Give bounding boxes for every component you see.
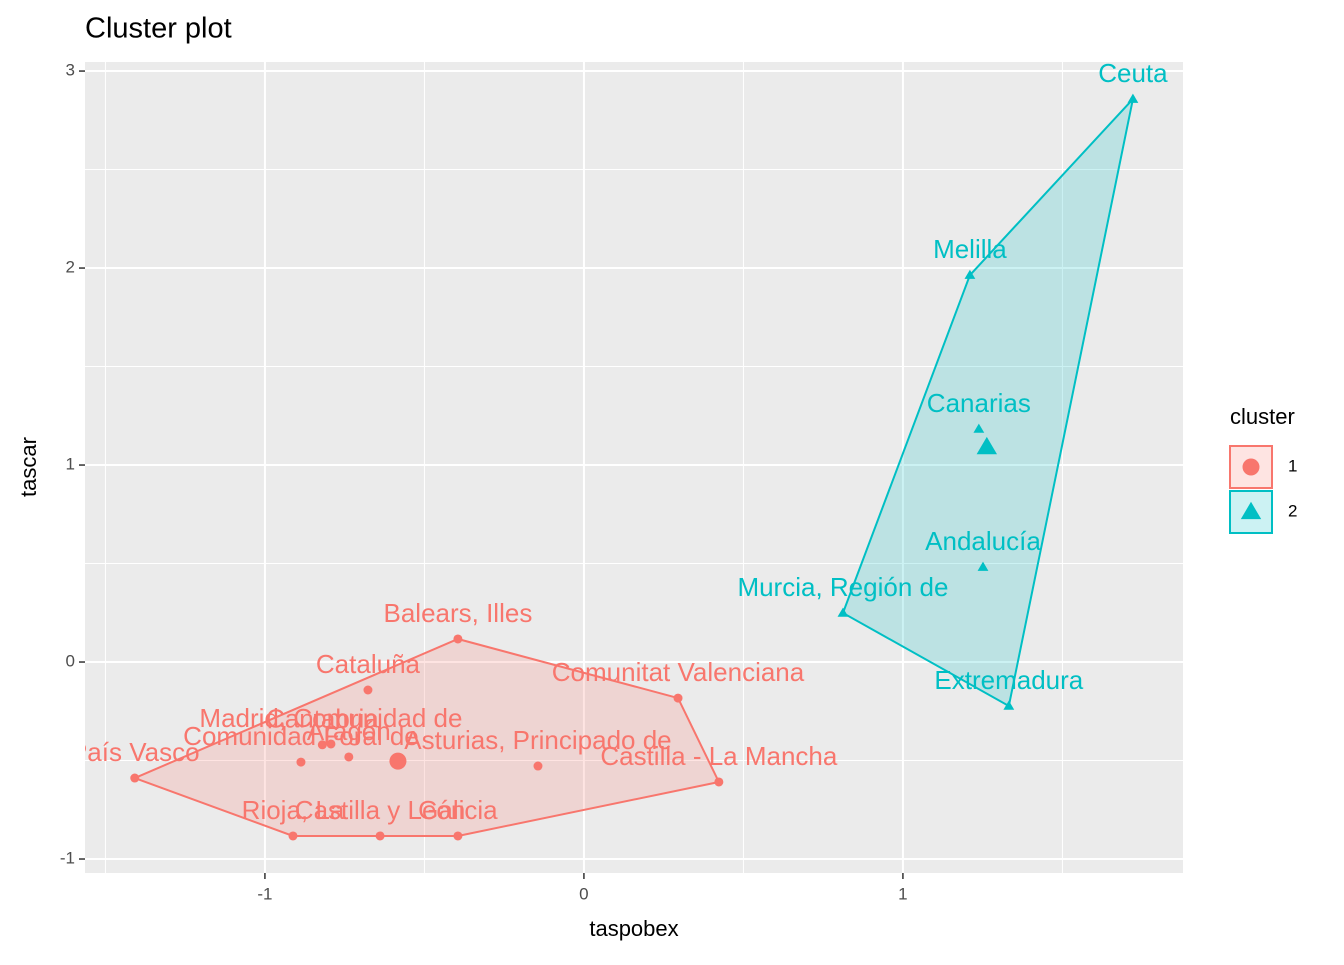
legend-label: 2 (1288, 501, 1297, 520)
point (973, 423, 985, 433)
x-axis-title: taspobex (589, 916, 678, 941)
point (453, 831, 463, 841)
y-tick-label: 1 (66, 455, 75, 474)
legend-marker (1242, 458, 1260, 476)
legend: 12 (1229, 445, 1297, 534)
point-label: Melilla (933, 234, 1007, 264)
legend-marker (1240, 501, 1262, 520)
point (130, 773, 140, 783)
point (533, 761, 543, 771)
point (977, 561, 989, 571)
x-tick-label: 1 (898, 884, 907, 903)
point-label: Cataluña (316, 649, 421, 679)
point (673, 693, 683, 703)
cluster-center (389, 752, 407, 770)
y-tick-label: -1 (60, 848, 75, 867)
legend-title: cluster (1230, 404, 1295, 429)
y-axis-title: tascar (16, 437, 41, 497)
point (453, 634, 463, 644)
panel (85, 62, 1183, 873)
point (363, 685, 373, 695)
point-label: Ceuta (1098, 58, 1168, 88)
cluster-center (976, 436, 998, 455)
point (288, 831, 298, 841)
point-label: Castilla - La Mancha (600, 741, 838, 771)
point (326, 739, 336, 749)
point-label: Canarias (927, 388, 1031, 418)
point (317, 740, 327, 750)
x-tick-label: -1 (257, 884, 272, 903)
point (296, 757, 306, 767)
point-label: Murcia, Región de (737, 572, 948, 602)
point-label: Comunidad Foral de (183, 721, 419, 751)
point (714, 777, 724, 787)
point-label: Asturias, Principado de (404, 725, 671, 755)
chart-title: Cluster plot (85, 13, 232, 45)
point-label: País Vasco (70, 737, 200, 767)
point (837, 607, 849, 617)
point (344, 752, 354, 762)
x-tick-label: 0 (579, 884, 588, 903)
grid (85, 62, 1183, 873)
point-label: Balears, Illes (383, 598, 532, 628)
point (964, 269, 976, 279)
point (1127, 93, 1139, 103)
point (1003, 700, 1015, 710)
point-label: Rioja, La (242, 795, 345, 825)
point-label: Madrid, Comunidad de (199, 703, 462, 733)
point-label: Extremadura (934, 665, 1083, 695)
point-label: Galicia (418, 795, 498, 825)
legend-label: 1 (1288, 456, 1297, 475)
point-label: Castilla y León (295, 795, 466, 825)
point-label: Comunitat Valenciana (552, 657, 805, 687)
y-tick-label: 2 (66, 258, 75, 277)
y-tick-label: 0 (66, 652, 75, 671)
y-tick-label: 3 (66, 61, 75, 80)
point-label: Andalucía (925, 526, 1041, 556)
point-label: Cantabria (266, 704, 379, 734)
plot-area: Balears, Illes Cataluña Comunitat Valencia… (70, 58, 1168, 841)
axes: -1 0 1 -1 0 1 2 3 (60, 61, 908, 904)
point (375, 831, 385, 841)
